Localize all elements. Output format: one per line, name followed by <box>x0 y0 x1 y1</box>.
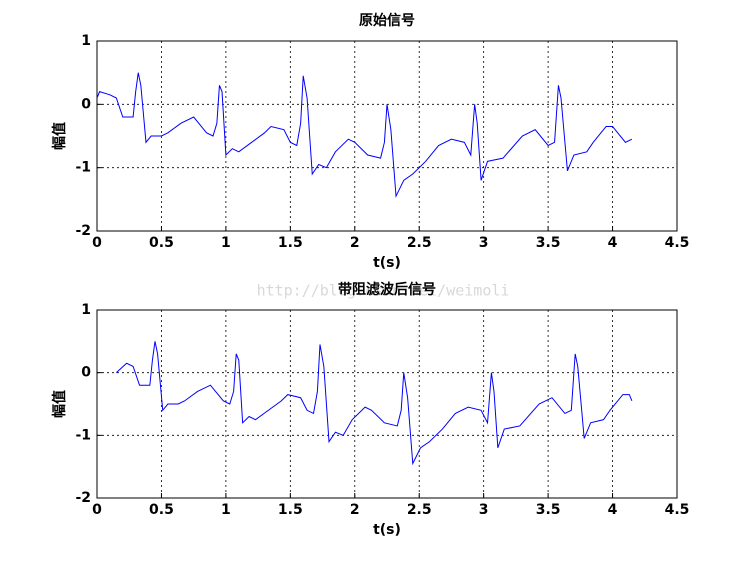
x-axis-label: t(s) <box>373 522 401 538</box>
y-tick-label: -1 <box>75 160 91 176</box>
watermark: http://blog.csdn.net/weimoli <box>257 282 510 300</box>
y-tick-label: 0 <box>81 365 91 381</box>
y-axis-label: 幅值 <box>51 390 68 418</box>
x-tick-label: 4.5 <box>665 235 690 251</box>
axes-frame <box>96 40 678 232</box>
x-tick-label: 4 <box>608 235 618 251</box>
x-axis-label: t(s) <box>373 255 401 271</box>
plot-area <box>97 310 677 498</box>
y-tick-label: -1 <box>75 427 91 443</box>
x-tick-label: 3 <box>479 502 489 518</box>
axes-frame <box>96 309 678 499</box>
x-tick-label: 0.5 <box>149 235 174 251</box>
x-tick-label: 1.5 <box>278 235 303 251</box>
y-tick-label: -2 <box>75 490 91 506</box>
x-tick-label: 1 <box>221 235 231 251</box>
y-tick-label: 1 <box>81 302 91 318</box>
x-tick-label: 3 <box>479 235 489 251</box>
x-tick-label: 3.5 <box>536 235 561 251</box>
x-tick-label: 1 <box>221 502 231 518</box>
x-tick-label: 0 <box>92 235 102 251</box>
x-tick-label: 4 <box>608 502 618 518</box>
chart-title: 带阻滤波后信号 <box>338 281 436 298</box>
y-tick-label: -2 <box>75 223 91 239</box>
y-tick-label: 1 <box>81 33 91 49</box>
chart-title: 原始信号 <box>359 12 415 29</box>
signal-line <box>115 341 633 466</box>
x-tick-label: 4.5 <box>665 502 690 518</box>
x-tick-label: 0.5 <box>149 502 174 518</box>
plot-area <box>97 41 677 231</box>
signal-line <box>96 72 633 199</box>
x-tick-label: 2 <box>350 235 360 251</box>
x-tick-label: 2 <box>350 502 360 518</box>
x-tick-label: 3.5 <box>536 502 561 518</box>
x-tick-label: 2.5 <box>407 235 432 251</box>
x-tick-label: 1.5 <box>278 502 303 518</box>
y-axis-label: 幅值 <box>51 122 68 150</box>
x-tick-label: 0 <box>92 502 102 518</box>
x-tick-label: 2.5 <box>407 502 432 518</box>
y-tick-label: 0 <box>81 96 91 112</box>
